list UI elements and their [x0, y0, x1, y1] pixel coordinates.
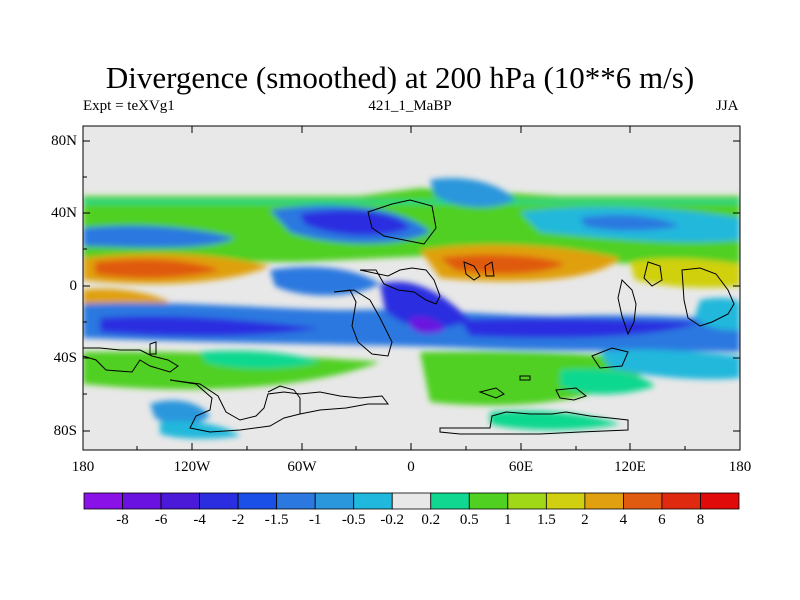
- colorbar-label: 6: [658, 512, 666, 528]
- colorbar-label: 2: [581, 512, 589, 528]
- colorbar-box: [391, 492, 432, 510]
- colorbar-box: [430, 492, 470, 510]
- colorbar-box: [468, 492, 509, 510]
- colorbar-box: [160, 492, 200, 510]
- colorbar-box: [507, 492, 547, 510]
- colorbar-box: [545, 492, 586, 510]
- lon-label-180w: 180: [71, 459, 95, 475]
- colorbar-box: [83, 492, 123, 510]
- colorbar-box: [700, 492, 740, 510]
- lon-label-180e: 180: [728, 459, 752, 475]
- axis-ticks: [82, 126, 741, 450]
- lat-label-eq: 0: [69, 278, 78, 294]
- lat-label-40n: 40N: [51, 205, 77, 221]
- colorbar-label: 0.5: [459, 512, 479, 528]
- colorbar-label: 0.2: [421, 512, 441, 528]
- lon-label-0: 0: [407, 459, 415, 475]
- lat-label-80n: 80N: [51, 133, 77, 149]
- colorbar-label: -1: [308, 512, 322, 528]
- plot-title: Divergence (smoothed) at 200 hPa (10**6 …: [105, 60, 695, 95]
- colorbar-box: [584, 492, 624, 510]
- coastlines: [83, 199, 735, 435]
- colorbar-box: [314, 492, 355, 510]
- colorbar-label: 1: [504, 512, 512, 528]
- colorbar-box: [353, 492, 393, 510]
- colorbar-box: [661, 492, 701, 510]
- colorbar-label: -8: [116, 512, 129, 528]
- lon-label-60w: 60W: [287, 459, 317, 475]
- colorbar-box: [122, 492, 162, 510]
- run-id-label: 421_1_MaBP: [368, 98, 452, 114]
- colorbar-label: -2: [231, 512, 245, 528]
- colorbar-box: [276, 492, 316, 510]
- colorbar-label: -0.2: [380, 512, 405, 528]
- colorbar-label: 8: [696, 512, 705, 528]
- colorbar-label: -6: [154, 512, 168, 528]
- lat-label-80s: 80S: [53, 423, 77, 439]
- colorbar-box: [623, 492, 663, 510]
- experiment-label: Expt = teXVg1: [83, 98, 175, 114]
- lon-label-120w: 120W: [173, 459, 211, 475]
- colorbar-box: [237, 492, 278, 510]
- colorbar-label: -4: [193, 512, 206, 528]
- colorbar-label: -0.5: [341, 512, 366, 528]
- lat-label-40s: 40S: [53, 350, 77, 366]
- colorbar-label: 1.5: [537, 512, 556, 528]
- season-label: JJA: [716, 98, 739, 114]
- colorbar-label: -1.5: [264, 512, 289, 528]
- colorbar-label: 4: [619, 512, 628, 528]
- lon-label-60e: 60E: [508, 459, 534, 475]
- lon-label-120e: 120E: [614, 459, 646, 475]
- colorbar-box: [199, 492, 239, 510]
